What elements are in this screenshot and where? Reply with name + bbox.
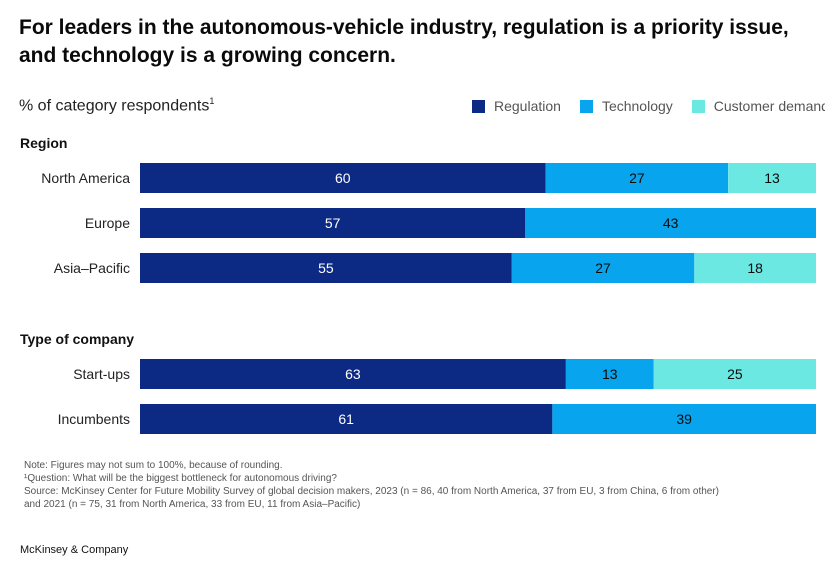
chart-subtitle: % of category respondents1 [19,96,214,115]
legend-label-technology: Technology [601,98,673,114]
value-label-start-ups-customer-demand: 25 [727,366,743,382]
value-label-europe-technology: 43 [663,215,679,231]
bar-asia-pacific-regulation [140,253,512,283]
bar-incumbents-technology [552,404,816,434]
value-label-asia-pacific-regulation: 55 [318,260,334,276]
bar-europe-regulation [140,208,526,238]
row-label-start-ups: Start-ups [73,366,130,382]
note-source-cont: and 2021 (n = 75, 31 from North America,… [24,499,361,510]
legend-item-customer-demand: Customer demand [691,98,825,114]
bar-north-america-regulation [140,163,546,193]
value-label-incumbents-technology: 39 [676,411,692,427]
legend: Regulation Technology Customer demand [472,98,825,114]
legend-swatch-customer-demand [691,99,705,113]
bar-north-america-customer-demand [728,163,816,193]
bar-start-ups-technology [565,359,654,389]
row-label-incumbents: Incumbents [58,411,130,427]
value-label-asia-pacific-customer-demand: 18 [747,260,763,276]
value-label-north-america-customer-demand: 13 [764,170,780,186]
note-rounding: Note: Figures may not sum to 100%, becau… [24,460,283,471]
bar-north-america-technology [545,163,729,193]
bar-asia-pacific-technology [511,253,695,283]
bar-start-ups-regulation [140,359,566,389]
row-label-asia-pacific: Asia–Pacific [54,260,130,276]
value-label-asia-pacific-technology: 27 [595,260,611,276]
note-source: Source: McKinsey Center for Future Mobil… [24,486,720,497]
legend-label-regulation: Regulation [494,98,561,114]
bar-incumbents-regulation [140,404,553,434]
group-heading-type-of-company: Type of company [20,331,134,347]
row-label-north-america: North America [41,170,130,186]
stacked-bar-chart: Region North America 60 27 13 Europe 57 43 Asia–… [20,135,816,434]
subtitle-footnote-marker: 1 [209,96,215,106]
value-label-north-america-regulation: 60 [335,170,351,186]
bar-start-ups-customer-demand [653,359,816,389]
note-question: ¹Question: What will be the biggest bott… [24,473,337,484]
chart-notes: Note: Figures may not sum to 100%, becau… [24,459,814,511]
legend-label-customer-demand: Customer demand [713,98,825,114]
subtitle-text: % of category respondents [19,97,210,115]
value-label-start-ups-regulation: 63 [345,366,361,382]
legend-item-technology: Technology [579,98,673,114]
bar-asia-pacific-customer-demand [694,253,816,283]
legend-item-regulation: Regulation [472,98,561,114]
footer-brand: McKinsey & Company [20,544,129,556]
value-label-north-america-technology: 27 [629,170,645,186]
value-label-europe-regulation: 57 [325,215,341,231]
bar-europe-technology [525,208,816,238]
legend-swatch-regulation [472,99,485,113]
group-heading-region: Region [20,135,67,151]
value-label-start-ups-technology: 13 [602,366,618,382]
row-label-europe: Europe [85,215,130,231]
chart-title: For leaders in the autonomous-vehicle in… [19,16,789,67]
legend-swatch-technology [579,99,593,113]
value-label-incumbents-regulation: 61 [338,411,354,427]
